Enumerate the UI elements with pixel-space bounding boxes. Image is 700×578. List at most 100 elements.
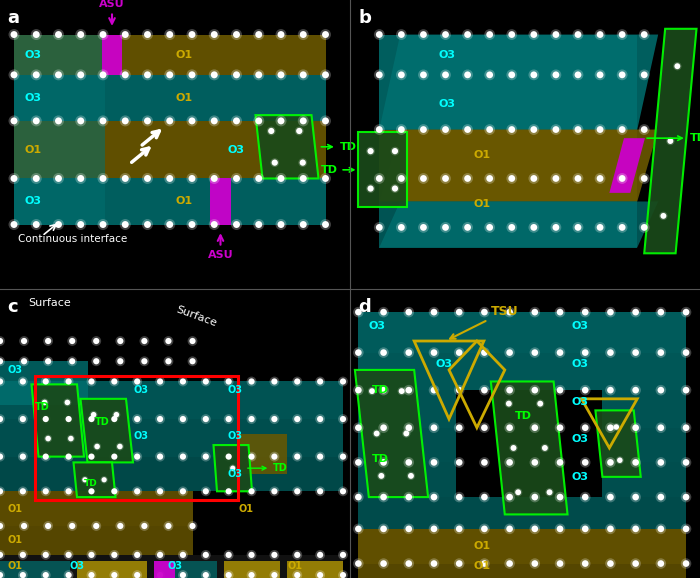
Point <box>223 414 235 424</box>
Point <box>484 223 496 232</box>
Point <box>418 70 429 79</box>
Point <box>389 184 400 193</box>
Point <box>454 423 465 432</box>
Point <box>366 387 377 396</box>
Point <box>580 524 591 533</box>
Point <box>353 386 364 395</box>
Point <box>155 570 166 578</box>
Point <box>66 357 78 366</box>
Point <box>580 458 591 467</box>
Point <box>418 125 429 134</box>
Point <box>8 70 20 79</box>
Point <box>320 30 331 39</box>
Point <box>554 492 566 502</box>
Polygon shape <box>379 35 658 129</box>
Point <box>200 550 211 560</box>
Point <box>63 550 74 560</box>
Point <box>655 559 666 568</box>
Point <box>506 174 517 183</box>
Point <box>405 471 416 480</box>
Point <box>275 220 286 229</box>
Point <box>275 30 286 39</box>
Point <box>378 524 389 533</box>
Point <box>617 174 628 183</box>
Point <box>580 559 591 568</box>
Point <box>187 521 198 531</box>
Point <box>86 550 97 560</box>
Point <box>630 307 641 317</box>
Point <box>292 414 303 424</box>
Point <box>395 70 407 79</box>
Point <box>142 116 153 125</box>
Point <box>231 70 242 79</box>
Polygon shape <box>358 529 686 564</box>
Point <box>86 414 97 424</box>
Point <box>479 559 490 568</box>
Point <box>655 423 666 432</box>
Point <box>63 487 74 496</box>
Point <box>292 377 303 386</box>
Point <box>484 30 496 39</box>
Point <box>550 125 561 134</box>
Point <box>8 70 20 79</box>
Polygon shape <box>0 419 343 457</box>
Point <box>554 458 566 467</box>
Point <box>462 125 473 134</box>
Point <box>529 559 540 568</box>
Point <box>18 550 29 560</box>
Point <box>209 174 220 183</box>
Point <box>506 30 517 39</box>
Point <box>0 336 6 346</box>
Point <box>0 414 6 424</box>
Point <box>529 386 540 395</box>
Point <box>554 348 566 357</box>
Point <box>63 414 74 424</box>
Point <box>554 348 566 357</box>
Point <box>40 487 51 496</box>
Point <box>376 471 387 480</box>
Point <box>617 174 628 183</box>
Point <box>209 220 220 229</box>
Point <box>63 414 74 424</box>
Point <box>484 125 496 134</box>
Point <box>40 377 51 386</box>
Point <box>177 377 188 386</box>
Point <box>594 125 606 134</box>
Polygon shape <box>14 75 326 121</box>
Point <box>630 348 641 357</box>
Point <box>479 423 490 432</box>
Point <box>320 220 331 229</box>
Point <box>554 492 566 502</box>
Point <box>454 423 465 432</box>
Point <box>504 386 515 395</box>
Point <box>365 146 376 155</box>
Point <box>8 30 20 39</box>
Point <box>31 30 42 39</box>
Point <box>403 348 414 357</box>
Point <box>550 223 561 232</box>
Point <box>504 559 515 568</box>
Point <box>142 30 153 39</box>
Point <box>479 492 490 502</box>
Point <box>605 524 616 533</box>
Point <box>0 487 6 496</box>
Point <box>223 487 235 496</box>
Point <box>269 158 280 167</box>
Point <box>253 220 265 229</box>
Point <box>31 220 42 229</box>
Point <box>605 386 616 395</box>
Text: Continuous interface: Continuous interface <box>18 234 127 244</box>
Point <box>294 127 305 136</box>
Point <box>580 307 591 317</box>
Point <box>529 524 540 533</box>
Point <box>223 570 235 578</box>
Point <box>484 223 496 232</box>
Point <box>454 559 465 568</box>
Point <box>320 30 331 39</box>
Polygon shape <box>610 138 645 193</box>
Point <box>479 307 490 317</box>
Point <box>18 357 29 366</box>
Point <box>269 550 280 560</box>
Point <box>120 30 131 39</box>
Polygon shape <box>14 179 326 224</box>
